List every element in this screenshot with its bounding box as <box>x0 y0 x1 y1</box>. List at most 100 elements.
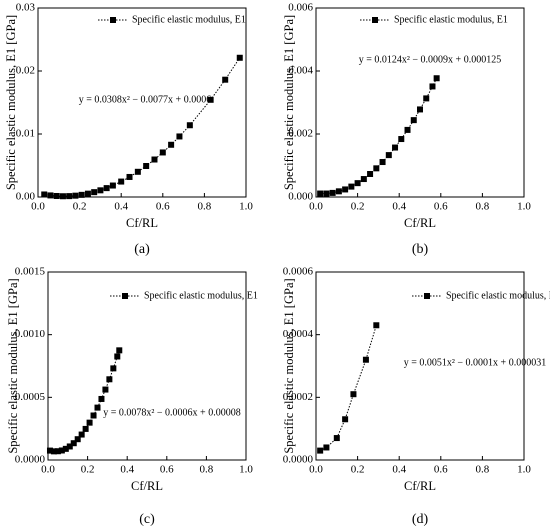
data-point <box>94 404 101 411</box>
x-tick-label: 0.8 <box>476 464 490 476</box>
data-point <box>41 191 48 198</box>
data-point <box>373 322 380 329</box>
panel: 0.0 0.2 0.4 0.6 0.8 1.0 0.00 0.01 0.02 0.03 Cf/RL S… <box>4 2 254 258</box>
data-point <box>404 126 411 133</box>
y-tick-label: 0.0000 <box>15 454 46 466</box>
data-point <box>168 141 175 148</box>
data-point <box>46 447 53 454</box>
data-point <box>222 76 229 83</box>
y-tick-label: 0.004 <box>288 65 313 77</box>
y-axis-label: Specific elastic modulus, E1 [GPa] <box>6 278 20 453</box>
panel-label: (c) <box>139 512 155 527</box>
data-point <box>317 190 324 197</box>
data-point <box>143 163 150 170</box>
legend-marker <box>110 17 116 23</box>
data-point <box>116 347 123 354</box>
plot-frame <box>315 7 525 198</box>
data-point <box>86 419 93 426</box>
x-tick-label: 1.0 <box>517 464 531 476</box>
y-tick-label: 0.01 <box>16 128 35 140</box>
data-point <box>54 448 61 455</box>
data-point <box>102 386 109 393</box>
x-tick-label: 1.0 <box>517 201 531 213</box>
legend-marker <box>122 293 128 299</box>
data-point <box>97 187 104 194</box>
data-point <box>323 190 330 197</box>
plot-frame <box>37 7 247 198</box>
y-tick-label: 0.00 <box>16 191 36 203</box>
y-tick-label: 0.0006 <box>283 266 314 278</box>
data-point <box>398 136 405 143</box>
data-point <box>70 440 77 447</box>
data-point <box>90 412 97 419</box>
data-point <box>429 83 436 90</box>
x-axis-label: Cf/RL <box>131 479 163 493</box>
equation: y = 0.0308x² − 0.0077x + 0.0006 <box>79 94 211 105</box>
data-line <box>319 325 377 452</box>
x-axis-label: Cf/RL <box>126 216 158 230</box>
data-point <box>110 365 117 372</box>
legend-label: Specific elastic modulus, E1 <box>132 14 246 25</box>
data-point <box>53 192 60 199</box>
data-point <box>176 133 183 140</box>
legend-label: Specific elastic modulus, E1 <box>144 290 258 301</box>
data-point <box>410 117 417 124</box>
data-point <box>114 353 121 360</box>
data-point <box>186 122 193 129</box>
data-point <box>72 192 79 199</box>
x-tick-label: 0.0 <box>31 201 45 213</box>
data-point <box>66 193 73 200</box>
x-tick-label: 0.4 <box>114 201 128 213</box>
data-point <box>84 190 91 197</box>
y-tick-label: 0.0002 <box>283 391 313 403</box>
x-tick-label: 0.6 <box>156 201 170 213</box>
y-axis-label: Specific elastic modulus, E1 [GPa] <box>282 15 296 190</box>
panel: 0.0 0.2 0.4 0.6 0.8 1.0 0.000 0.002 0.004 0.006 Cf… <box>282 2 532 258</box>
y-axis-label: Specific elastic modulus, E1 [GPa] <box>282 278 296 453</box>
data-point <box>66 443 73 450</box>
y-tick-label: 0.002 <box>288 128 313 140</box>
y-tick-label: 0.000 <box>288 191 313 203</box>
x-tick-label: 0.0 <box>309 201 323 213</box>
data-point <box>423 95 430 102</box>
data-point <box>159 149 166 156</box>
plot-frame <box>47 271 247 461</box>
equation: y = 0.0051x² − 0.0001x + 0.000031 <box>404 357 546 368</box>
y-tick-label: 0.02 <box>16 65 35 77</box>
data-point <box>74 436 81 443</box>
x-tick-label: 0.6 <box>160 464 174 476</box>
data-point <box>78 191 85 198</box>
y-tick-label: 0.0015 <box>15 266 46 278</box>
y-tick-label: 0.0010 <box>15 328 46 340</box>
data-point <box>335 188 342 195</box>
data-point <box>373 165 380 172</box>
data-point <box>348 183 355 190</box>
x-tick-label: 0.4 <box>392 464 406 476</box>
data-point <box>82 425 89 432</box>
data-point <box>58 447 65 454</box>
data-point <box>433 75 440 82</box>
y-tick-label: 0.03 <box>16 2 36 14</box>
legend-marker <box>372 17 378 23</box>
x-tick-label: 0.8 <box>476 201 490 213</box>
data-point <box>118 178 125 185</box>
x-tick-label: 1.0 <box>239 464 253 476</box>
x-tick-label: 0.6 <box>434 201 448 213</box>
data-point <box>50 448 57 455</box>
legend-marker <box>424 293 430 299</box>
x-tick-label: 0.2 <box>81 464 95 476</box>
data-point <box>103 185 110 192</box>
data-point <box>329 189 336 196</box>
x-tick-label: 0.0 <box>41 464 55 476</box>
data-point <box>47 192 54 199</box>
plot-frame <box>315 271 525 461</box>
data-point <box>78 431 85 438</box>
data-line <box>320 78 438 195</box>
legend-label: Specific elastic modulus, E1 <box>446 290 550 301</box>
data-point <box>350 391 357 398</box>
x-tick-label: 0.2 <box>351 201 365 213</box>
data-point <box>134 168 141 175</box>
data-point <box>417 106 423 113</box>
data-point <box>59 193 66 200</box>
